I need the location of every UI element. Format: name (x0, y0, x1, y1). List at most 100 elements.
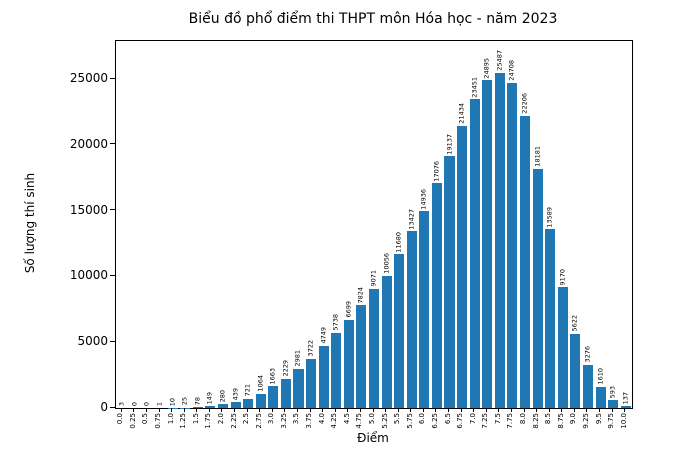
x-tick-label: 7.75 (506, 413, 515, 429)
bar (419, 211, 430, 408)
x-tick (397, 408, 399, 412)
y-tick (110, 340, 115, 342)
bar (318, 345, 329, 408)
bar (406, 231, 417, 408)
x-tick-label: 4.0 (317, 413, 326, 425)
bar-value-label: 1 (155, 401, 164, 406)
y-tick-label: 25000 (69, 71, 108, 86)
x-tick (586, 408, 588, 412)
bar (431, 183, 442, 408)
bar (608, 400, 619, 408)
x-tick-label: 5.75 (405, 413, 414, 429)
x-tick-label: 9.0 (569, 413, 578, 425)
bar-value-label: 13589 (545, 206, 554, 228)
y-tick (110, 209, 115, 211)
x-tick (271, 408, 273, 412)
bar-value-label: 721 (243, 384, 252, 397)
y-tick (110, 77, 115, 79)
bar-value-label: 24895 (482, 57, 491, 79)
x-tick-label: 4.75 (355, 413, 364, 429)
x-tick (498, 408, 500, 412)
x-tick (599, 408, 601, 412)
x-axis-label: Điểm (357, 431, 389, 445)
x-tick-label: 2.5 (242, 413, 251, 425)
bar (356, 305, 367, 408)
x-tick (523, 408, 525, 412)
bar (205, 406, 216, 408)
x-tick (334, 408, 336, 412)
bar-value-label: 13427 (407, 208, 416, 230)
bar-value-label: 137 (621, 391, 630, 405)
x-tick (548, 408, 550, 412)
bar-value-label: 149 (205, 391, 214, 405)
x-tick (171, 408, 173, 412)
bar (268, 386, 279, 408)
bar (217, 404, 228, 408)
x-tick-label: 5.5 (393, 413, 402, 425)
bar-value-label: 5622 (570, 315, 579, 333)
x-tick (536, 408, 538, 412)
bar (293, 368, 304, 408)
bar-value-label: 10 (168, 397, 177, 406)
x-tick-label: 8.5 (544, 413, 553, 425)
bar-value-label: 19137 (444, 133, 453, 155)
bar-value-label: 2229 (281, 360, 290, 377)
y-tick-label: 20000 (69, 136, 108, 151)
x-tick-label: 0.75 (154, 413, 163, 429)
bar-value-label: 23451 (470, 76, 479, 98)
x-tick (460, 408, 462, 412)
x-tick-label: 8.25 (531, 413, 540, 429)
x-tick-label: 9.75 (607, 413, 616, 429)
bar-value-label: 9071 (369, 270, 378, 287)
x-tick-label: 10.0 (619, 413, 628, 429)
bar-value-label: 0 (130, 401, 139, 406)
bar (394, 254, 405, 408)
bar (532, 168, 543, 408)
x-tick (234, 408, 236, 412)
bar-value-label: 9170 (558, 268, 567, 286)
x-tick (120, 408, 122, 412)
bar-value-label: 6699 (344, 301, 353, 318)
bar-value-label: 1064 (256, 375, 265, 392)
x-tick (435, 408, 437, 412)
bar (444, 156, 455, 408)
x-tick (284, 408, 286, 412)
bar (306, 359, 317, 408)
x-tick (372, 408, 374, 412)
bar-value-label: 78 (193, 396, 202, 405)
x-tick-label: 2.0 (217, 413, 226, 425)
x-tick-label: 2.75 (254, 413, 263, 429)
x-tick-label: 9.5 (594, 413, 603, 425)
x-tick-label: 7.25 (481, 413, 490, 429)
x-tick (133, 408, 135, 412)
bar-value-label: 25487 (495, 49, 504, 71)
x-tick-label: 8.0 (519, 413, 528, 425)
x-tick (221, 408, 223, 412)
y-tick (110, 274, 115, 276)
x-tick-label: 7.5 (494, 413, 502, 425)
bar-value-label: 7824 (356, 286, 365, 304)
bar-value-label: 22206 (520, 93, 529, 114)
x-tick (196, 408, 198, 412)
x-tick-label: 1.0 (166, 413, 175, 425)
bar-value-label: 593 (608, 385, 617, 399)
bar (507, 82, 518, 408)
bar-value-label: 17076 (432, 160, 441, 182)
x-tick-label: 1.75 (204, 413, 213, 429)
bar-value-label: 24708 (507, 60, 516, 81)
y-tick (110, 406, 115, 408)
bar (243, 398, 254, 408)
bar-value-label: 14936 (419, 188, 428, 210)
bar-value-label: 10056 (382, 252, 391, 274)
bar (570, 334, 581, 408)
x-tick-label: 4.25 (330, 413, 339, 429)
x-tick (573, 408, 575, 412)
x-tick (309, 408, 311, 412)
x-tick-label: 6.0 (418, 413, 427, 425)
bar (331, 332, 342, 408)
bar-value-label: 11680 (394, 231, 403, 253)
bar-value-label: 2981 (293, 350, 302, 367)
bar-value-label: 4749 (319, 326, 328, 344)
x-tick-label: 3.0 (267, 413, 276, 425)
bar-value-label: 439 (230, 387, 239, 401)
